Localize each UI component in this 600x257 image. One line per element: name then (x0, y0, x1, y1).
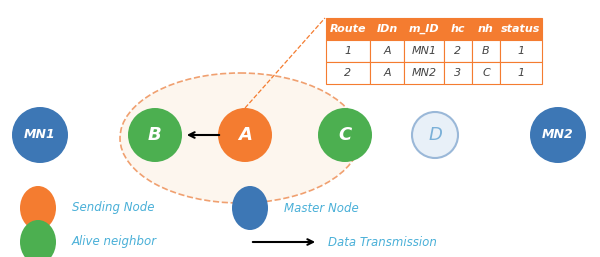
Bar (500, 40, 542, 62)
Text: 3: 3 (454, 68, 461, 78)
Bar (500, 18, 542, 40)
Bar (444, 40, 472, 62)
Text: A: A (383, 68, 391, 78)
Text: MN2: MN2 (412, 68, 437, 78)
Text: C: C (482, 68, 490, 78)
Text: Sending Node: Sending Node (72, 201, 155, 215)
Bar (326, 18, 370, 40)
Ellipse shape (120, 73, 360, 203)
Text: Master Node: Master Node (284, 201, 359, 215)
Bar (370, 40, 404, 62)
Ellipse shape (318, 108, 372, 162)
Text: 1: 1 (344, 46, 352, 56)
Ellipse shape (20, 220, 56, 257)
Bar (326, 62, 370, 84)
Bar (404, 18, 444, 40)
Text: hc: hc (451, 24, 465, 34)
Text: MN1: MN1 (412, 46, 437, 56)
Bar (472, 18, 500, 40)
Text: 1: 1 (517, 46, 524, 56)
Ellipse shape (12, 107, 68, 163)
Bar (326, 40, 370, 62)
Text: Data Transmission: Data Transmission (328, 235, 437, 249)
Text: D: D (428, 126, 442, 144)
Text: MN1: MN1 (24, 128, 56, 142)
Ellipse shape (412, 112, 458, 158)
Bar (370, 18, 404, 40)
Ellipse shape (232, 186, 268, 230)
Text: B: B (148, 126, 162, 144)
Ellipse shape (20, 186, 56, 230)
Text: 2: 2 (344, 68, 352, 78)
Ellipse shape (128, 108, 182, 162)
Text: 1: 1 (517, 68, 524, 78)
Bar (472, 62, 500, 84)
Text: nh: nh (478, 24, 494, 34)
Text: status: status (502, 24, 541, 34)
Bar (472, 40, 500, 62)
Bar (444, 18, 472, 40)
Bar (444, 62, 472, 84)
Text: m_ID: m_ID (409, 24, 439, 34)
Ellipse shape (218, 108, 272, 162)
Bar (370, 62, 404, 84)
Text: A: A (238, 126, 252, 144)
Text: 2: 2 (454, 46, 461, 56)
Bar (404, 40, 444, 62)
Text: C: C (338, 126, 352, 144)
Text: IDn: IDn (376, 24, 398, 34)
Text: B: B (482, 46, 490, 56)
Text: Alive neighbor: Alive neighbor (72, 235, 157, 249)
Text: Route: Route (330, 24, 366, 34)
Bar (500, 62, 542, 84)
Text: MN2: MN2 (542, 128, 574, 142)
Text: A: A (383, 46, 391, 56)
Ellipse shape (530, 107, 586, 163)
Bar (404, 62, 444, 84)
